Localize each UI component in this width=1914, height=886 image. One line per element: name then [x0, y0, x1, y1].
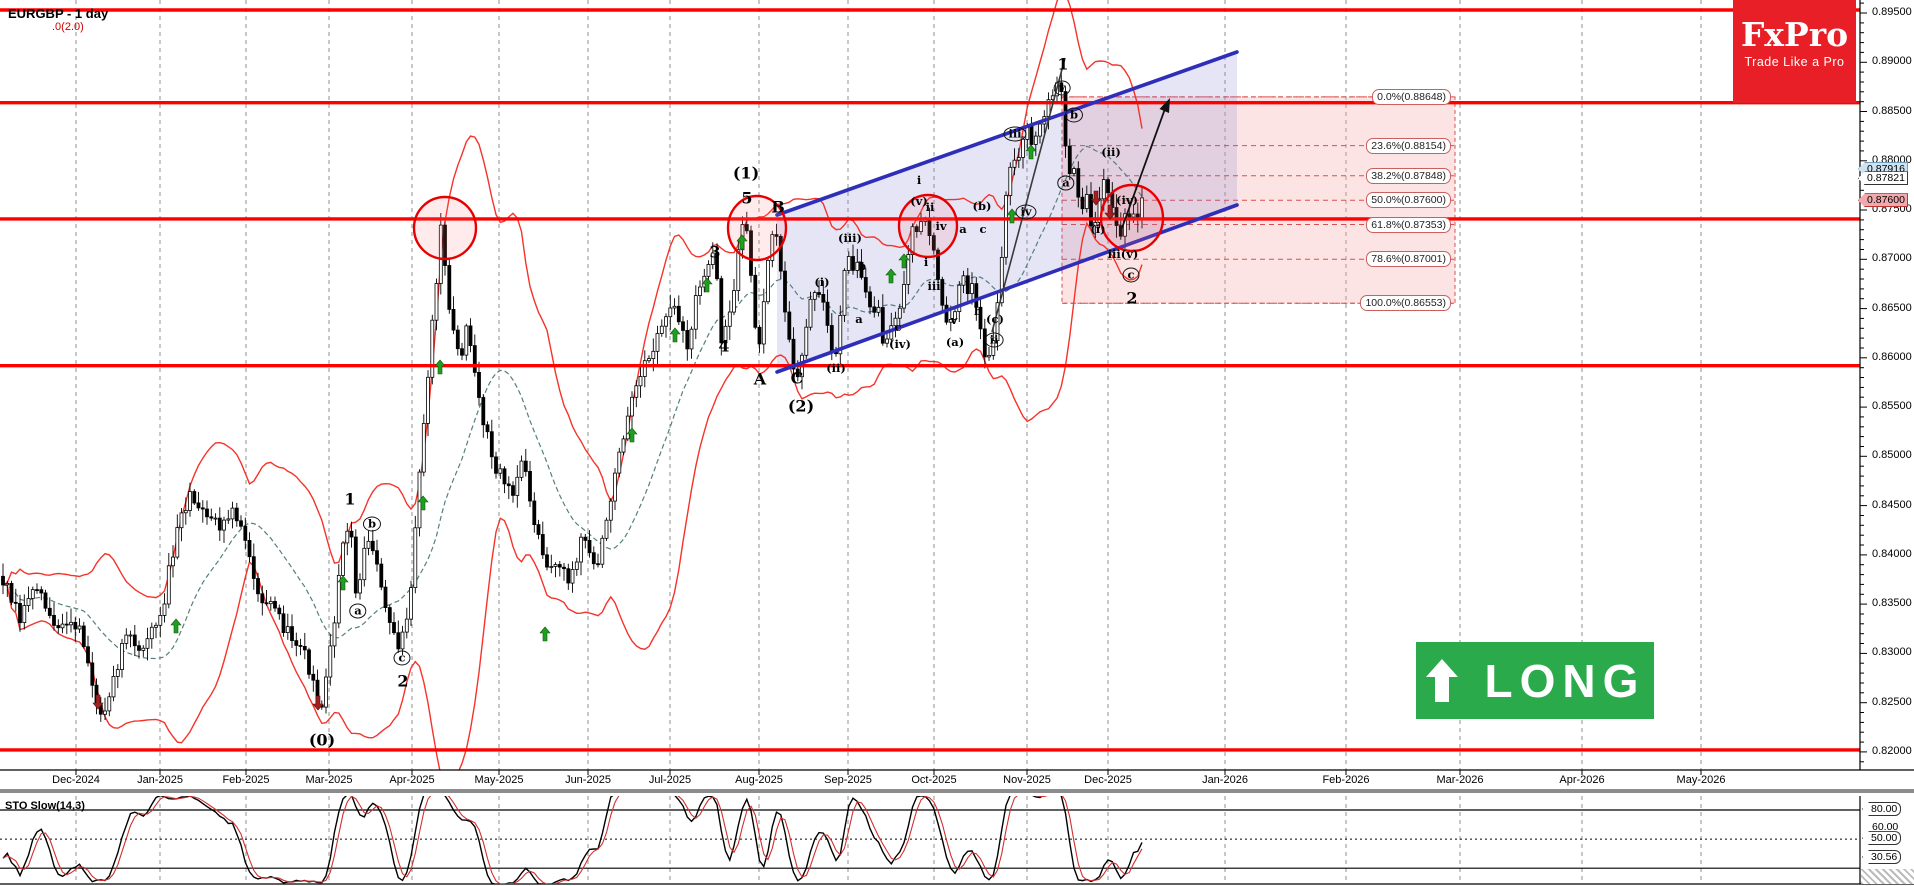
bollinger-bands-series [2, 0, 1143, 770]
wave-circle [897, 193, 959, 259]
gridlines-layer [75, 0, 1702, 884]
sell-signal-arrow-icon [312, 695, 324, 711]
horizontal-levels-layer [0, 8, 1860, 752]
buy-signal-arrow-icon [337, 575, 349, 591]
buy-signal-arrow-icon [898, 253, 910, 269]
buy-signal-arrow-icon [669, 327, 681, 343]
wave-circle [412, 195, 478, 261]
annotations-layer [92, 57, 1170, 711]
buy-signal-arrow-icon [539, 626, 551, 642]
sell-signal-arrow-icon [92, 694, 104, 710]
buy-signal-arrow-icon [1006, 208, 1018, 224]
buy-signal-arrow-icon [885, 268, 897, 284]
trendline [991, 57, 1066, 333]
wave-circle [1099, 183, 1165, 253]
buy-signal-arrow-icon [434, 359, 446, 375]
projection-arrowhead [1159, 98, 1170, 113]
sell-signal-arrow-icon [1104, 204, 1116, 220]
buy-signal-arrow-icon [417, 495, 429, 511]
buy-signal-arrow-icon [626, 427, 638, 443]
buy-signal-arrow-icon [170, 618, 182, 634]
buy-signal-arrow-icon [736, 234, 748, 250]
buy-signal-arrow-icon [1025, 144, 1037, 160]
stochastic-panel [0, 796, 1860, 884]
projection-arrow [1121, 105, 1167, 229]
buy-signal-arrow-icon [701, 277, 713, 293]
wave-circle [726, 194, 788, 262]
candlestick-series [1, 69, 1144, 722]
sell-signal-arrow-icon [1090, 190, 1102, 206]
